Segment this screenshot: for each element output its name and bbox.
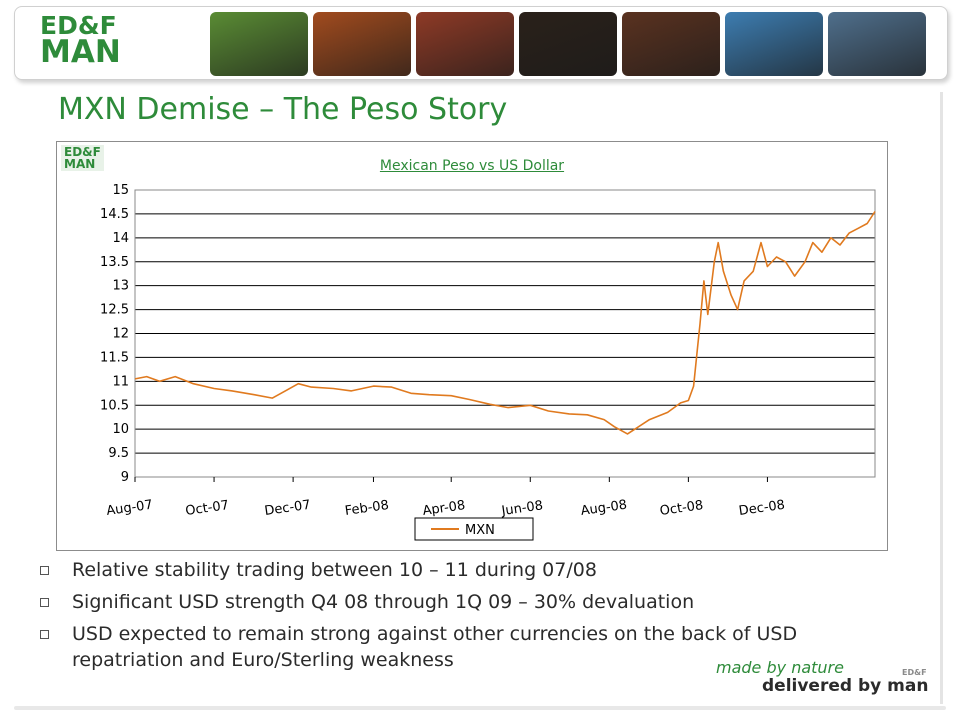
- y-tick-label: 15: [112, 183, 129, 198]
- tagline-mini-logo: ED&F: [902, 668, 927, 677]
- bullet-text: Relative stability trading between 10 – …: [72, 559, 597, 581]
- x-tick-label: Jun-08: [500, 498, 544, 519]
- molasses-photo: [519, 12, 617, 76]
- company-logo: ED&F MAN: [40, 11, 121, 70]
- chart-title: Mexican Peso vs US Dollar: [379, 158, 565, 174]
- bullet-text: Significant USD strength Q4 08 through 1…: [72, 591, 695, 613]
- y-tick-label: 10.5: [100, 398, 129, 413]
- plot-area: [134, 189, 876, 478]
- x-tick-label: Dec-08: [738, 498, 786, 519]
- sugar-cane-photo: [210, 12, 308, 76]
- tagline: made by nature delivered by man ED&F: [716, 658, 929, 698]
- bullet-item: Relative stability trading between 10 – …: [40, 557, 900, 583]
- x-tick-label: Oct-07: [185, 498, 230, 519]
- x-tick-label: Dec-07: [264, 498, 312, 519]
- y-tick-label: 10: [112, 422, 129, 437]
- y-tick-label: 13.5: [100, 255, 129, 270]
- y-tick-label: 11.5: [100, 350, 129, 365]
- y-tick-label: 13: [112, 279, 129, 294]
- ship-photo: [725, 12, 823, 76]
- legend-label: MXN: [465, 523, 495, 538]
- coffee-cherries-photo: [416, 12, 514, 76]
- x-tick-label: Aug-08: [580, 498, 628, 519]
- footer-bar: [14, 706, 946, 710]
- chart-logo: ED&F MAN: [61, 145, 104, 171]
- line-chart: 15 14.5 14 13.5 13 12.5 12 11.5 11 10.5 10 9.5 9 Aug-…: [100, 183, 876, 541]
- bullet-square-icon: [40, 566, 49, 575]
- chart-logo-line1: ED&F: [64, 145, 101, 159]
- cocoa-pod-photo: [313, 12, 411, 76]
- tagline-line1: made by nature: [716, 658, 844, 677]
- bullet-item: USD expected to remain strong against ot…: [40, 621, 900, 673]
- x-tick-label: Oct-08: [659, 498, 704, 519]
- y-tick-label: 9.5: [108, 446, 129, 461]
- x-tick-label: Aug-07: [105, 498, 153, 519]
- mxn-series-line: [134, 211, 876, 435]
- logo-line2: MAN: [40, 33, 121, 70]
- port-photo: [828, 12, 926, 76]
- slide-title: MXN Demise – The Peso Story: [58, 92, 508, 127]
- bullet-item: Significant USD strength Q4 08 through 1…: [40, 589, 900, 615]
- chart-logo-line2: MAN: [64, 157, 96, 171]
- chart-panel: ED&F MAN Mexican Peso vs US Dollar 15 14.…: [56, 141, 888, 551]
- y-tick-label: 12.5: [100, 303, 129, 318]
- x-tick-label: Feb-08: [344, 498, 390, 519]
- bullet-square-icon: [40, 630, 49, 639]
- logo-line1: ED&F: [40, 11, 117, 40]
- tagline-line2: delivered by man: [762, 676, 929, 696]
- bullet-text: USD expected to remain strong against ot…: [72, 623, 798, 671]
- bullet-list: Relative stability trading between 10 – …: [40, 557, 900, 679]
- y-tick-label: 14.5: [100, 207, 129, 222]
- y-tick-label: 12: [112, 327, 129, 342]
- y-tick-label: 14: [112, 231, 129, 246]
- y-tick-label: 11: [112, 374, 129, 389]
- bullet-square-icon: [40, 598, 49, 607]
- x-tick-label: Apr-08: [422, 498, 467, 519]
- right-divider: [940, 92, 943, 704]
- coffee-beans-photo: [622, 12, 720, 76]
- legend-box: [414, 517, 534, 541]
- y-tick-label: 9: [121, 470, 129, 485]
